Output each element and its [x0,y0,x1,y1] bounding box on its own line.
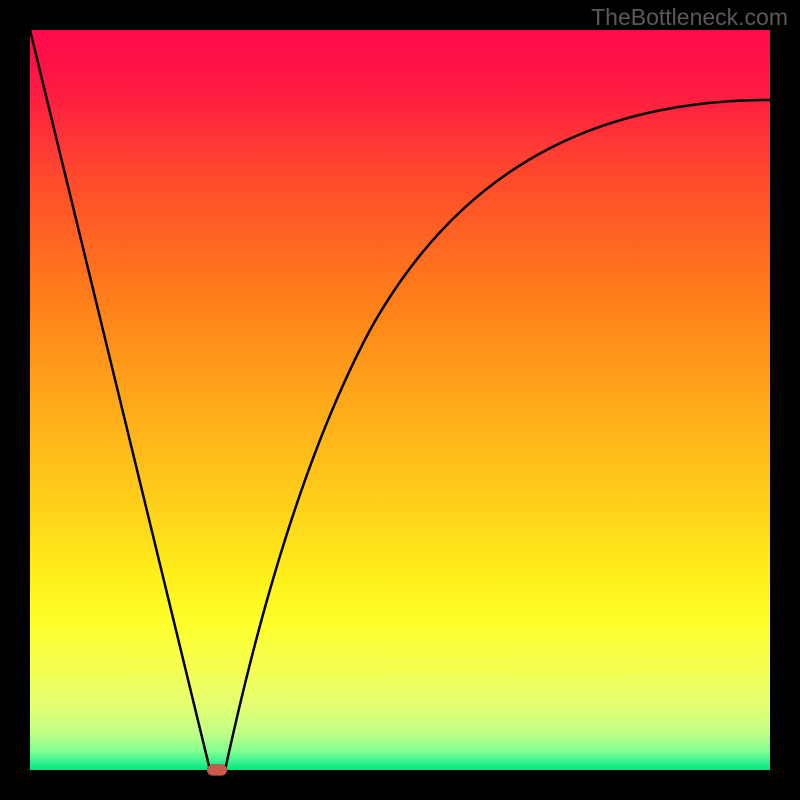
chart-container: TheBottleneck.com [0,0,800,800]
chart-background [30,30,770,770]
chart-svg [0,0,800,800]
watermark-text: TheBottleneck.com [591,4,788,31]
minimum-marker [207,765,227,776]
